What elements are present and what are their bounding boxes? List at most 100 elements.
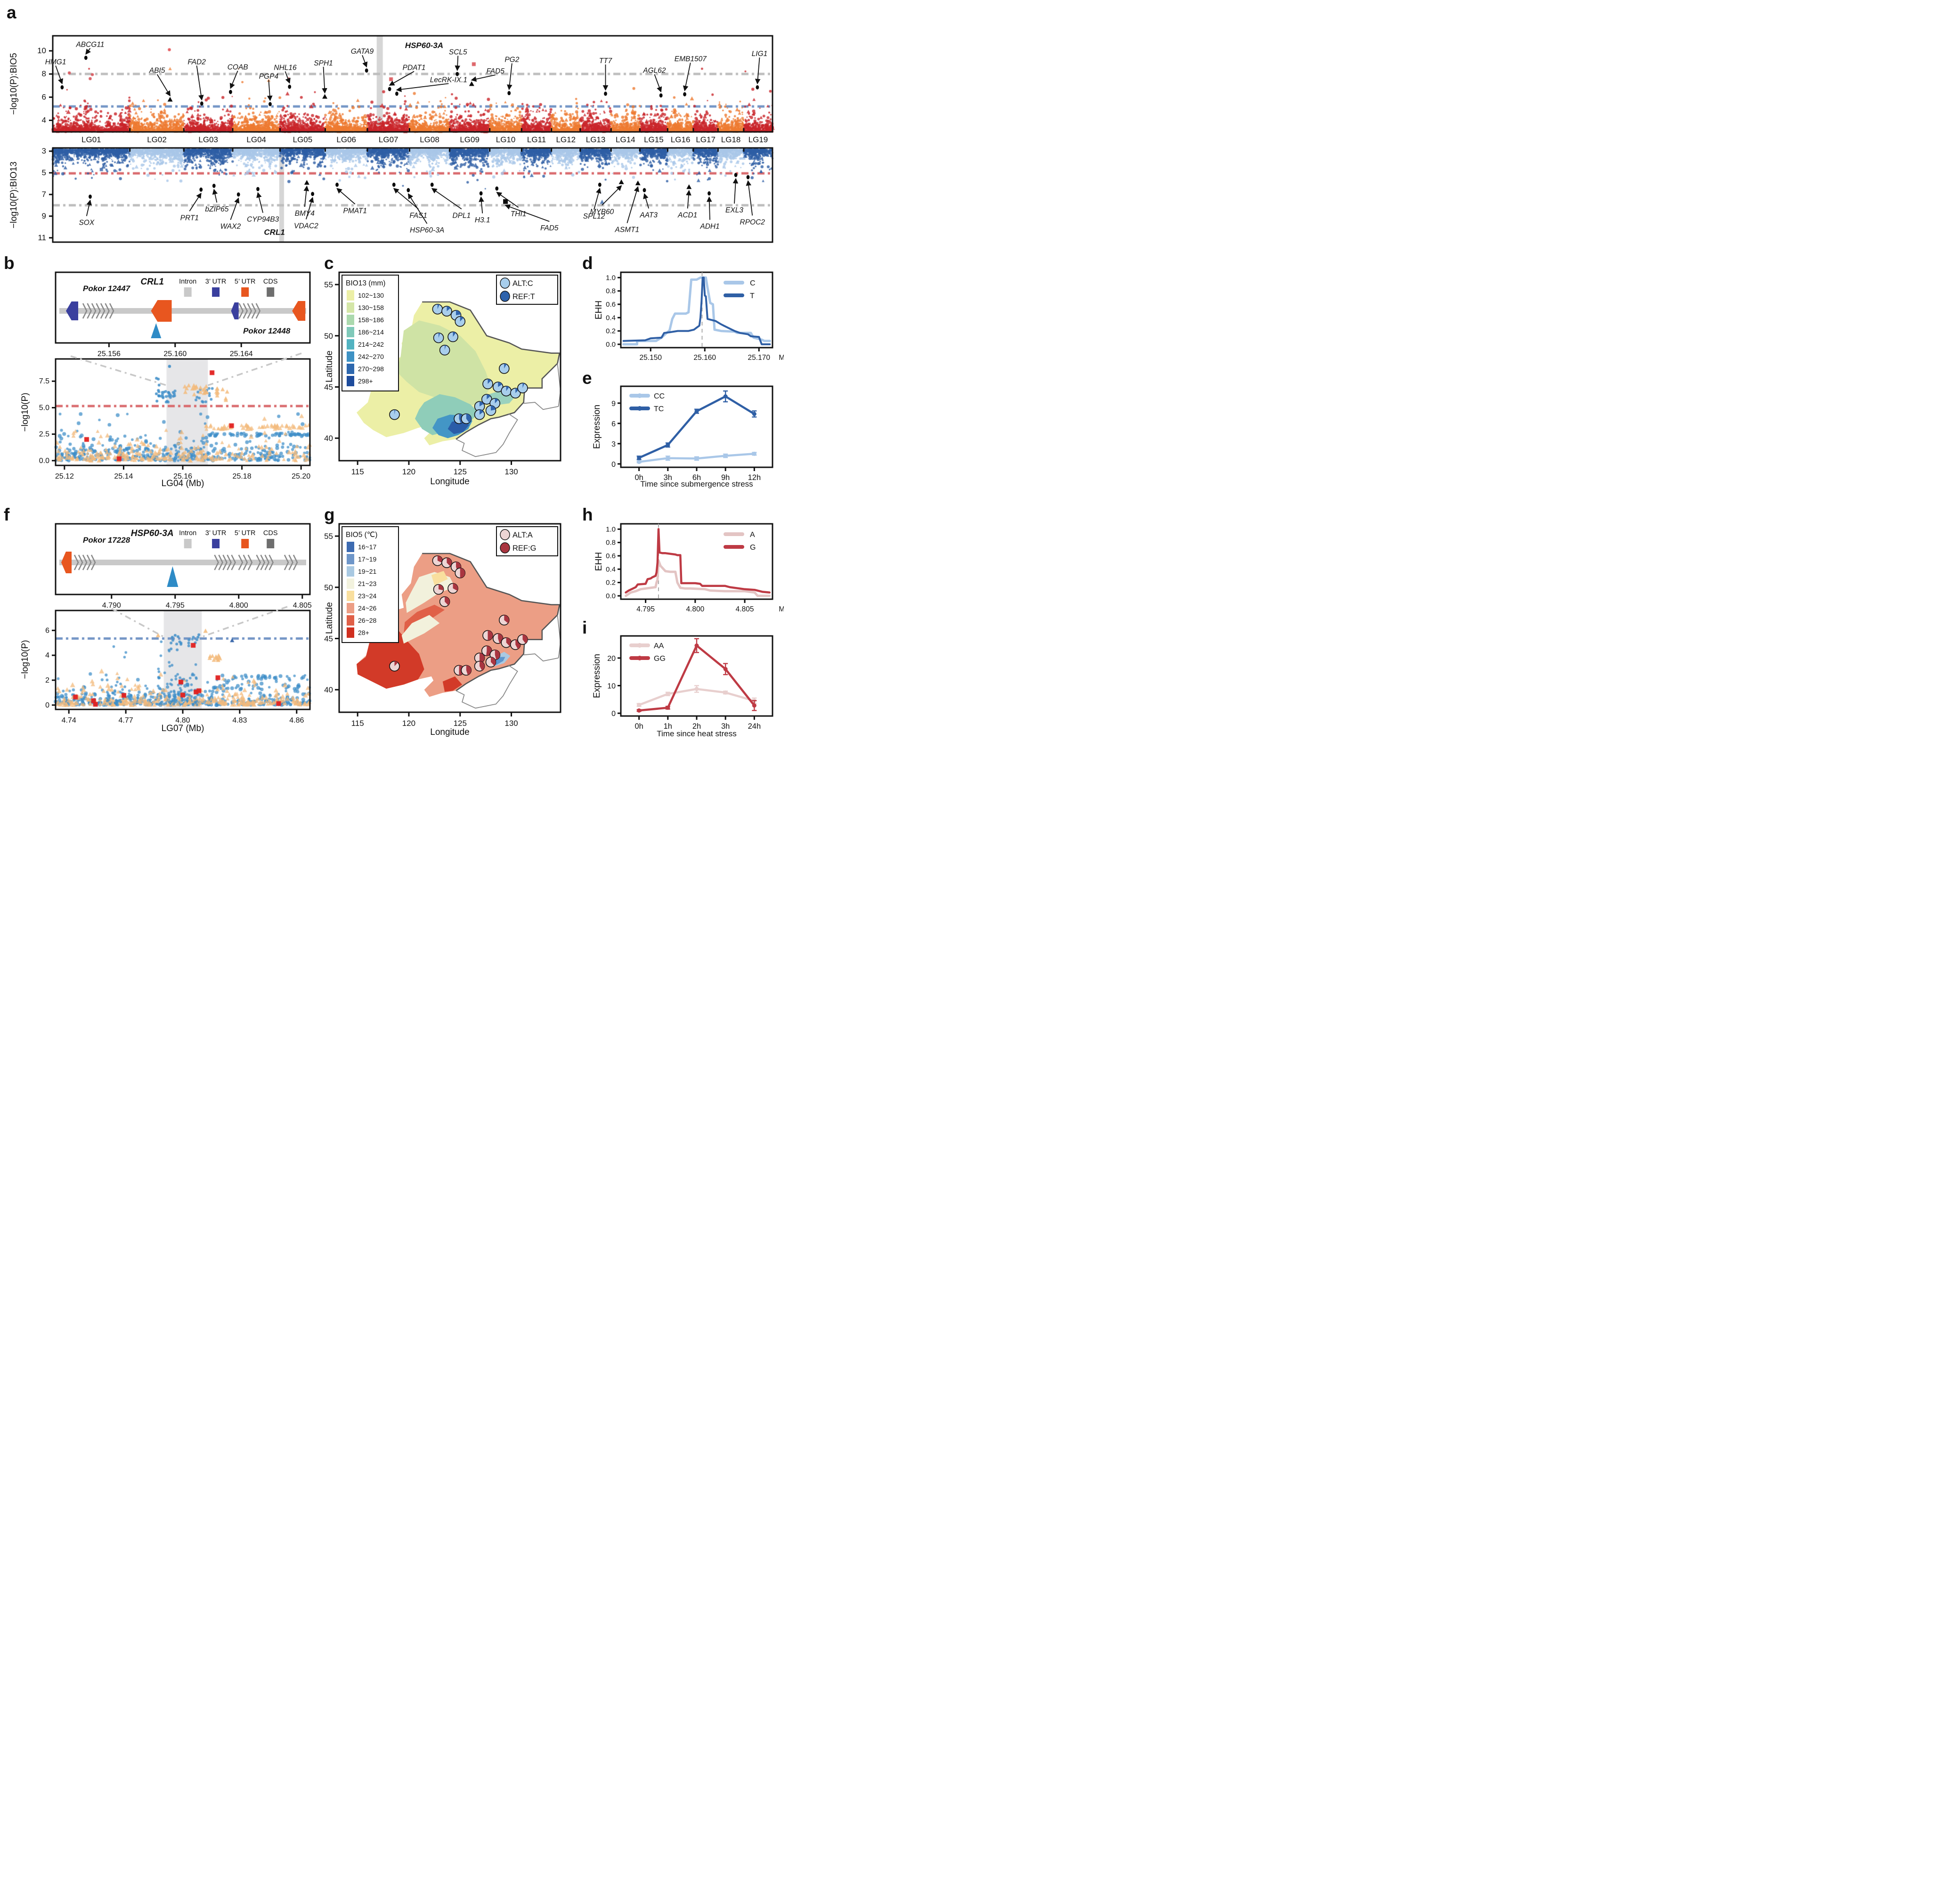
gene-legend-label: 3’ UTR <box>205 529 227 537</box>
gene-arrow <box>196 65 204 101</box>
gene-legend-label: 5’ UTR <box>235 278 256 285</box>
gene-label: ABI5 <box>149 67 165 75</box>
local-x-tick-label: 25.14 <box>114 472 133 480</box>
exon-chevron-icon <box>91 303 97 319</box>
map-lat-tick-label: 55 <box>324 532 333 541</box>
exon-chevron-icon <box>243 303 248 319</box>
local-y-tick-label: 0.0 <box>39 457 49 465</box>
zoom-connector <box>70 355 167 386</box>
map-overlay-2 <box>406 572 455 613</box>
map-legend-label: 158~186 <box>358 316 384 324</box>
gene-point-marker <box>604 91 607 96</box>
local-y-tick-label: 2.5 <box>39 431 49 439</box>
gene-point-marker <box>598 182 602 187</box>
exon-chevron-icon <box>227 554 232 570</box>
gene-label: LecRK-IX.1 <box>430 76 467 84</box>
expr-point-marker <box>723 454 728 458</box>
bio13-y-tick-label: 11 <box>38 233 46 242</box>
bio13-y-tick-label: 3 <box>42 146 46 155</box>
bio13-y-tick-label: 9 <box>42 212 46 220</box>
expr-y-tick-label: 0 <box>611 461 616 469</box>
ehh-legend-label: C <box>750 279 756 287</box>
scale-tick-label: 4.795 <box>166 602 185 610</box>
allele-pie-ref-slice <box>480 653 485 663</box>
gene-point-marker <box>495 186 499 191</box>
map-lon-tick-label: 120 <box>402 467 415 476</box>
expr-legend-marker <box>637 656 642 660</box>
gene-label: HSP60-3A <box>410 227 444 235</box>
exon-chevron-icon <box>284 554 289 570</box>
gene-legend-label: Intron <box>179 529 196 537</box>
allele-pie-ref-slice <box>488 630 493 641</box>
local-y-tick-label: 0 <box>45 701 49 709</box>
exon-chevron-icon <box>82 554 88 570</box>
map-bio13-y-axis-label: Latitude <box>325 350 334 383</box>
gene-arrow <box>683 62 691 91</box>
gene-point-marker <box>365 68 368 73</box>
ehh-y-tick-label: 0.2 <box>606 579 616 587</box>
gene-point-marker <box>256 187 260 191</box>
scale-tick-label: 4.800 <box>229 602 248 610</box>
left-gene-name: Pokor 12447 <box>83 284 131 293</box>
map-legend-swatch <box>347 578 354 589</box>
gene-label: TT7 <box>599 57 613 65</box>
local-x-tick-label: 4.86 <box>289 716 304 724</box>
ehh-x-tick-label: 25.170 <box>748 354 771 362</box>
ehh-y-tick-label: 1.0 <box>606 274 616 282</box>
gene-arrow <box>746 180 753 216</box>
expr-point-marker <box>723 690 728 695</box>
expr-x-tick-label: 1h <box>664 722 672 731</box>
ehh-series-line <box>625 559 771 597</box>
exon-chevron-icon <box>256 554 261 570</box>
ehh-plot-frame <box>620 271 773 349</box>
local-x-tick-label: 25.16 <box>173 472 192 480</box>
expr-legend-label: CC <box>654 392 665 400</box>
map-legend-swatch <box>347 627 354 638</box>
local-y-tick-label: 6 <box>45 627 49 635</box>
left-gene-name: Pokor 17228 <box>83 536 130 545</box>
gene-point-marker <box>89 194 92 199</box>
allele-pie-ref-slice <box>495 398 498 404</box>
allele-pie-ref-slice <box>453 583 458 591</box>
expr-x-tick-label: 9h <box>721 473 730 482</box>
exon-chevron-icon <box>105 303 110 319</box>
scale-tick-label: 4.790 <box>102 602 121 610</box>
gene-point-marker <box>756 85 759 90</box>
gene-label: SPL12 <box>583 212 605 220</box>
expr-legend-marker <box>637 393 642 398</box>
ehh-x-tick-label: 25.160 <box>694 354 716 362</box>
lg-axis-label: LG19 <box>748 135 768 144</box>
ehh-y-tick-label: 0.0 <box>606 341 616 349</box>
gene-label: AAT3 <box>639 212 658 220</box>
expr-point-marker <box>666 443 670 448</box>
lg-axis-label: LG07 <box>379 135 399 144</box>
exon-chevron-icon <box>260 554 265 570</box>
gene-point-marker <box>392 182 396 187</box>
gene-point-marker <box>635 180 641 186</box>
map-overlay-7 <box>442 676 463 692</box>
gene-arrow <box>389 71 415 86</box>
local-crl1-y-axis-label: −log10(P) <box>20 392 30 432</box>
map-legend-label: 270~298 <box>358 365 384 373</box>
gene-label: VDAC2 <box>294 222 318 230</box>
map-legend-label: 102~130 <box>358 292 384 299</box>
map-layer <box>357 301 561 457</box>
allele-legend-label: ALT:C <box>512 279 533 288</box>
allele-legend-label: REF:G <box>512 544 536 553</box>
bio5-y-axis-label: −log10(P):BIO5 <box>9 53 19 115</box>
lg-axis-label: LG16 <box>671 135 691 144</box>
scale-tick-label: 25.164 <box>230 350 253 358</box>
expr-x-tick-label: 24h <box>748 722 761 731</box>
gene-point-marker <box>229 90 232 94</box>
gene-legend-swatch <box>184 539 192 548</box>
lg-axis-label: LG02 <box>147 135 167 144</box>
bio5-y-tick-label: 10 <box>37 46 46 55</box>
exon-chevron-icon <box>96 303 101 319</box>
exon-chevron-icon <box>73 554 79 570</box>
expr-y-tick-label: 9 <box>611 400 616 408</box>
gene-arrow <box>455 56 461 71</box>
ehh-y-tick-label: 0.8 <box>606 539 616 547</box>
allele-pie-ref-slice <box>491 657 496 666</box>
scale-tick-label: 25.160 <box>163 350 187 358</box>
map-frame <box>338 523 561 713</box>
